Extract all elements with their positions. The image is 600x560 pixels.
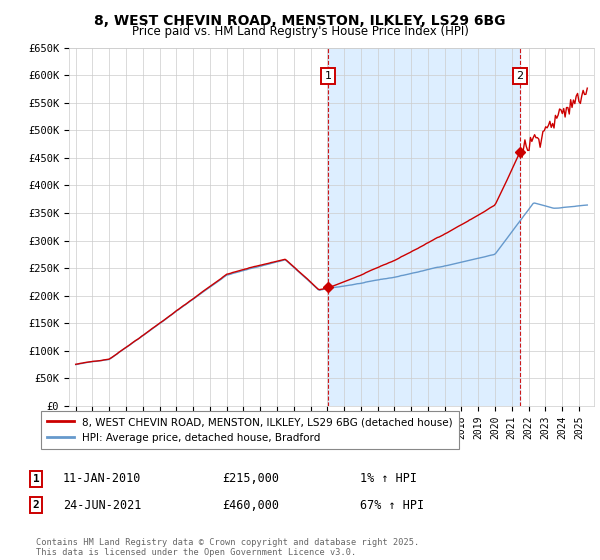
Text: 2: 2 (517, 71, 523, 81)
Bar (328, 48, 520, 406)
Text: 67% ↑ HPI: 67% ↑ HPI (360, 498, 424, 512)
Text: Contains HM Land Registry data © Crown copyright and database right 2025.
This d: Contains HM Land Registry data © Crown c… (36, 538, 419, 557)
Text: 11-JAN-2010: 11-JAN-2010 (63, 472, 142, 486)
Text: 1% ↑ HPI: 1% ↑ HPI (360, 472, 417, 486)
Text: 24-JUN-2021: 24-JUN-2021 (63, 498, 142, 512)
Text: £215,000: £215,000 (222, 472, 279, 486)
Text: 1: 1 (32, 474, 40, 484)
Legend: 8, WEST CHEVIN ROAD, MENSTON, ILKLEY, LS29 6BG (detached house), HPI: Average pr: 8, WEST CHEVIN ROAD, MENSTON, ILKLEY, LS… (41, 410, 459, 449)
Text: Price paid vs. HM Land Registry's House Price Index (HPI): Price paid vs. HM Land Registry's House … (131, 25, 469, 38)
Text: 2: 2 (32, 500, 40, 510)
Text: £460,000: £460,000 (222, 498, 279, 512)
Text: 8, WEST CHEVIN ROAD, MENSTON, ILKLEY, LS29 6BG: 8, WEST CHEVIN ROAD, MENSTON, ILKLEY, LS… (94, 14, 506, 28)
Text: 1: 1 (325, 71, 331, 81)
